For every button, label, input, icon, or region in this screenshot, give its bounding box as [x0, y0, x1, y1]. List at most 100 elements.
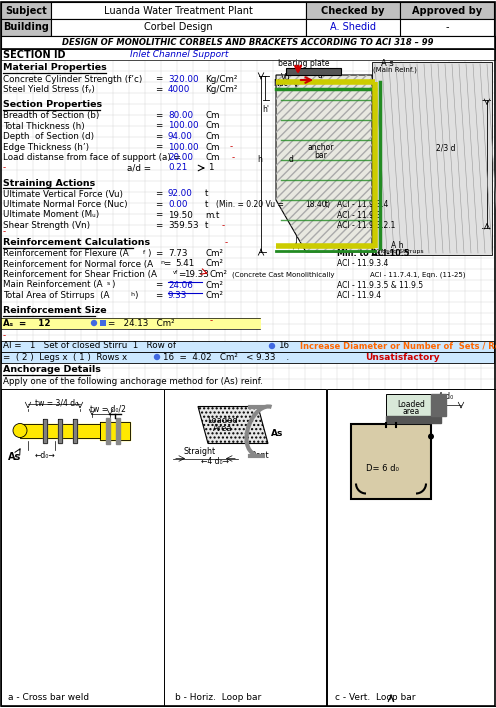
Text: Cm: Cm [205, 122, 220, 130]
Text: -: - [210, 316, 213, 325]
Text: b - Horiz.  Loop bar: b - Horiz. Loop bar [175, 694, 261, 702]
Text: -: - [232, 153, 235, 162]
Bar [164, 389, 326, 706]
Text: t): t) [325, 200, 331, 209]
Text: ←d₀→: ←d₀→ [35, 451, 56, 460]
Bar [327, 389, 496, 706]
Bar [286, 68, 341, 75]
Text: A s: A s [381, 59, 394, 69]
Text: =: = [155, 291, 162, 300]
Text: Section Properties: Section Properties [3, 100, 102, 109]
Bar [1, 389, 164, 706]
Text: Load distanse from face of support (a) =: Load distanse from face of support (a) = [3, 153, 181, 162]
Text: Edge Thickness (h’): Edge Thickness (h’) [3, 142, 89, 152]
Bar [1, 19, 51, 36]
Text: 0.21: 0.21 [168, 164, 187, 173]
Text: Cm: Cm [205, 111, 220, 120]
Bar [386, 394, 436, 416]
Text: 19.50: 19.50 [168, 210, 193, 219]
Polygon shape [198, 406, 268, 443]
Text: a/d =: a/d = [127, 164, 151, 173]
Polygon shape [116, 418, 120, 443]
Text: -: - [3, 227, 6, 236]
Text: Ultimate Moment (Mᵤ): Ultimate Moment (Mᵤ) [3, 210, 99, 219]
Text: 320.00: 320.00 [168, 74, 198, 84]
Text: Cm: Cm [205, 142, 220, 152]
Text: ACI - 11.9.3.2.1: ACI - 11.9.3.2.1 [337, 221, 395, 230]
Text: -: - [3, 164, 6, 173]
Text: Total Thickness (h): Total Thickness (h) [3, 122, 85, 130]
Text: ): ) [147, 249, 150, 258]
Bar [1, 49, 495, 60]
Text: ): ) [111, 280, 115, 290]
Text: ACI - 11.9.3.4: ACI - 11.9.3.4 [337, 200, 388, 209]
Text: =: = [155, 85, 162, 94]
Text: a - Cross bar weld: a - Cross bar weld [8, 694, 89, 702]
Text: Luanda Water Treatment Plant: Luanda Water Treatment Plant [104, 6, 252, 16]
Text: h: h [257, 156, 262, 164]
Text: Concrete Cylinder Strength (f’c): Concrete Cylinder Strength (f’c) [3, 74, 142, 84]
Bar [51, 19, 306, 36]
Text: Closed Stirrups: Closed Stirrups [376, 249, 424, 254]
Text: d: d [289, 156, 294, 164]
Bar [359, 431, 423, 491]
Text: Inlet Channel Support: Inlet Channel Support [130, 50, 228, 59]
Text: =: = [155, 190, 162, 198]
Text: =: = [155, 132, 162, 141]
Text: Reinforcement for Normal force (A: Reinforcement for Normal force (A [3, 260, 153, 268]
Text: 100.00: 100.00 [168, 142, 198, 152]
Text: Kg/Cm²: Kg/Cm² [205, 74, 238, 84]
Text: -: - [230, 142, 233, 152]
Text: Cm²: Cm² [210, 270, 228, 279]
Text: Reinforcement for Shear Friction (A: Reinforcement for Shear Friction (A [3, 270, 157, 279]
Polygon shape [100, 421, 130, 440]
Text: Reinforcement Size: Reinforcement Size [3, 306, 107, 315]
Text: Unsatisfactory: Unsatisfactory [365, 353, 439, 362]
Text: 100.00: 100.00 [168, 122, 198, 130]
Text: ACI - 11.9.3.4: ACI - 11.9.3.4 [337, 260, 388, 268]
Text: Bent: Bent [250, 451, 269, 460]
Text: ACI - 11.9.3.5 & 11.9.5: ACI - 11.9.3.5 & 11.9.5 [337, 280, 423, 290]
Bar [351, 423, 431, 498]
Text: =: = [155, 249, 162, 258]
Text: t: t [205, 221, 208, 230]
Text: 0.00: 0.00 [168, 200, 187, 209]
Text: 24.06: 24.06 [168, 280, 193, 290]
Text: h': h' [262, 105, 269, 115]
Text: 7.73: 7.73 [168, 249, 187, 258]
Text: 9.33: 9.33 [168, 291, 187, 300]
Text: Cm²: Cm² [205, 291, 223, 300]
Circle shape [269, 343, 275, 349]
Text: A. Shedid: A. Shedid [330, 23, 376, 33]
Text: (Min. = 0.20 Vu =: (Min. = 0.20 Vu = [216, 200, 284, 209]
Polygon shape [20, 423, 100, 438]
Circle shape [428, 433, 434, 440]
Text: n: n [160, 260, 164, 265]
Text: D= 6 d₀: D= 6 d₀ [366, 464, 399, 473]
Text: =: = [178, 270, 186, 279]
Text: Area: Area [213, 424, 233, 433]
Text: DESIGN OF MONOLITHIC CORBELS AND BRACKETS ACCORDING TO ACI 318 – 99: DESIGN OF MONOLITHIC CORBELS AND BRACKET… [62, 38, 434, 47]
Text: Ultimate Vertical Force (Vu): Ultimate Vertical Force (Vu) [3, 190, 123, 198]
Bar [100, 319, 106, 326]
Text: vf: vf [173, 270, 178, 275]
Text: 94.00: 94.00 [168, 132, 193, 141]
Text: Straining Actions: Straining Actions [3, 178, 95, 188]
Circle shape [154, 354, 160, 360]
Text: Depth  of Section (d): Depth of Section (d) [3, 132, 94, 141]
Text: =: = [155, 122, 162, 130]
Bar [400, 2, 494, 19]
Text: =: = [163, 260, 170, 268]
Polygon shape [386, 416, 441, 423]
Text: -: - [225, 238, 228, 247]
Text: ACI - 11.7.4.1, Eqn. (11-25): ACI - 11.7.4.1, Eqn. (11-25) [370, 271, 466, 278]
Text: Straight: Straight [183, 447, 215, 456]
Text: =: = [155, 111, 162, 120]
Polygon shape [276, 75, 372, 252]
Text: Increase Diameter or Number of  Sets / Rows: Increase Diameter or Number of Sets / Ro… [300, 341, 496, 350]
Text: 1: 1 [208, 164, 213, 173]
Text: Vu: Vu [281, 72, 291, 81]
Polygon shape [73, 418, 77, 442]
Text: t: t [205, 190, 208, 198]
Text: 2/3 d: 2/3 d [436, 144, 455, 152]
